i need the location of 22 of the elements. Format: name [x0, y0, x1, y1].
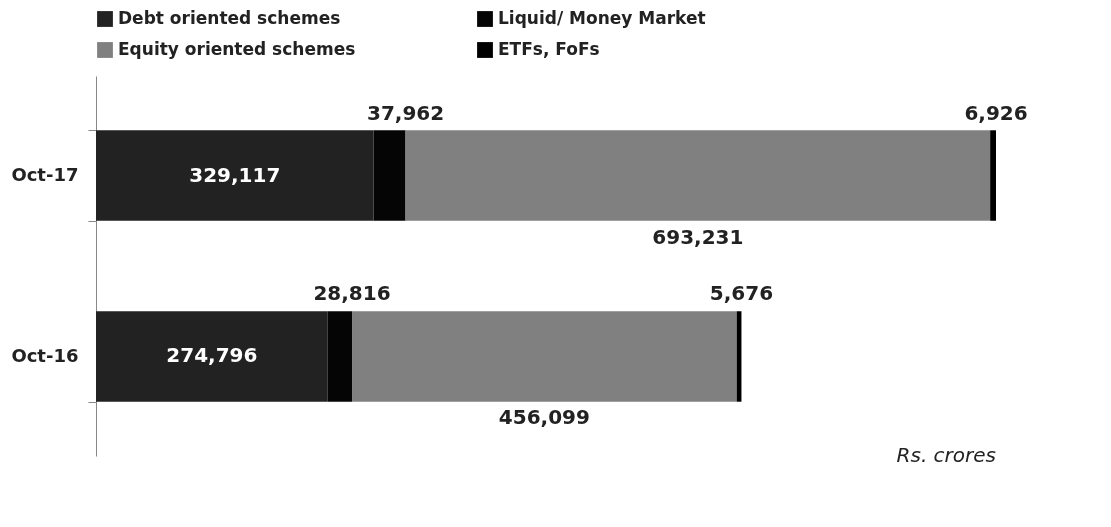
- bar: [327, 311, 353, 402]
- y-tick-label: Oct-16: [11, 344, 79, 366]
- data-label: 274,796: [166, 343, 258, 368]
- data-label: 329,117: [189, 162, 281, 187]
- data-label: 37,962: [366, 100, 445, 125]
- data-label: 456,099: [498, 405, 590, 430]
- data-label: 6,926: [964, 100, 1028, 125]
- bar: [96, 311, 328, 402]
- data-label: 5,676: [709, 281, 774, 306]
- bar: [96, 130, 374, 221]
- bar: [352, 311, 737, 402]
- data-label: 28,816: [313, 281, 391, 306]
- bar: [990, 130, 996, 221]
- y-tick-label: Oct-17: [11, 164, 79, 186]
- annotation: Rs. crores: [896, 443, 996, 467]
- legend-label: Equity oriented schemes: [118, 39, 356, 59]
- legend-label: ETFs, FoFs: [498, 39, 600, 59]
- bar: [373, 130, 406, 221]
- bar: [405, 130, 991, 221]
- data-label: 693,231: [652, 224, 744, 249]
- legend-label: Debt oriented schemes: [118, 8, 341, 28]
- legend-label: Liquid/ Money Market: [498, 8, 706, 28]
